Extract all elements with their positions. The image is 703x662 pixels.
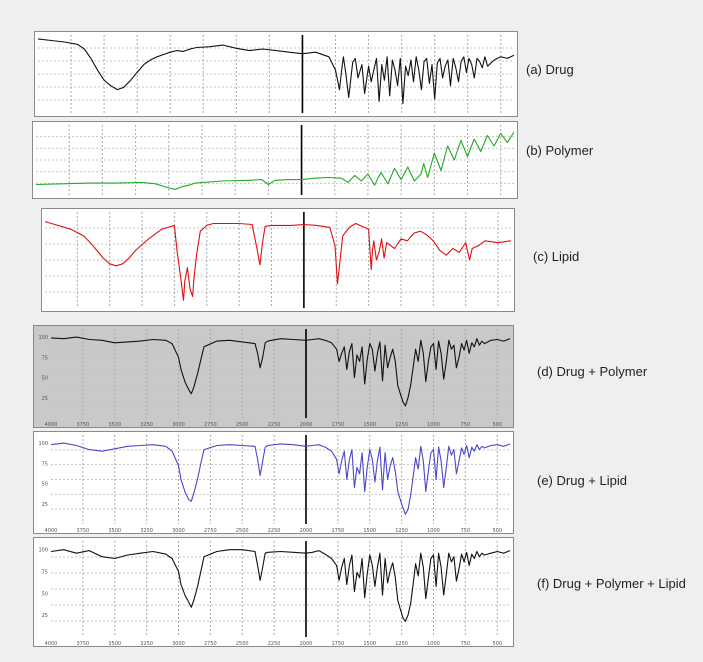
x-tick-label: 2750 <box>204 422 217 428</box>
chart-f-label: (f) Drug + Polymer + Lipid <box>537 576 686 591</box>
chart-a-svg <box>34 31 518 117</box>
x-tick-label: 1250 <box>395 422 408 428</box>
x-tick-label: 2000 <box>300 528 313 534</box>
y-tick-label: 25 <box>42 502 48 508</box>
x-tick-label: 750 <box>461 528 471 534</box>
x-tick-label: 3500 <box>108 528 121 534</box>
x-tick-label: 2000 <box>300 641 313 647</box>
x-tick-label: 3000 <box>172 528 185 534</box>
y-tick-label: 75 <box>42 355 48 361</box>
chart-d-label: (d) Drug + Polymer <box>537 364 648 379</box>
x-tick-label: 1750 <box>332 422 345 428</box>
x-tick-label: 3500 <box>108 422 121 428</box>
x-tick-label: 1500 <box>363 422 376 428</box>
x-tick-label: 1000 <box>427 641 440 647</box>
x-tick-label: 1500 <box>363 641 376 647</box>
x-tick-label: 1500 <box>363 528 376 534</box>
chart-a-label: (a) Drug <box>526 62 574 77</box>
spectrum-line <box>50 549 511 622</box>
spectrum-line <box>50 336 511 407</box>
x-tick-label: 500 <box>492 641 502 647</box>
y-tick-label: 75 <box>42 461 48 467</box>
spectrum-line <box>37 38 515 105</box>
chart-e-svg: 4000 3750 3500 3250 3000 2750 2500 2250 2000 1750… <box>33 431 514 534</box>
chart-b <box>32 121 518 199</box>
chart-b-svg <box>32 121 518 199</box>
x-tick-label: 3250 <box>140 528 153 534</box>
chart-c <box>41 208 515 312</box>
y-tick-label: 100 <box>38 335 48 341</box>
y-tick-label: 100 <box>38 548 48 554</box>
spectrum-line <box>44 221 512 301</box>
y-tick-label: 50 <box>42 482 48 488</box>
x-tick-label: 750 <box>461 422 471 428</box>
x-tick-label: 3750 <box>77 422 90 428</box>
chart-b-label: (b) Polymer <box>526 143 594 158</box>
y-tick-label: 100 <box>38 441 48 447</box>
y-tick-label: 50 <box>42 591 48 597</box>
y-tick-label: 75 <box>42 570 48 576</box>
x-tick-label: 3250 <box>140 641 153 647</box>
x-tick-label: 3000 <box>172 422 185 428</box>
y-tick-label: 50 <box>42 376 48 382</box>
x-tick-label: 2250 <box>268 422 281 428</box>
chart-c-svg <box>41 208 515 312</box>
chart-d: 4000 3750 3500 3250 3000 2750 2500 2250 2000 1750… <box>33 325 514 428</box>
x-tick-label: 2500 <box>236 422 249 428</box>
plot-frame <box>33 537 514 647</box>
x-tick-label: 3250 <box>140 422 153 428</box>
x-tick-label: 4000 <box>45 528 58 534</box>
x-tick-label: 1250 <box>395 641 408 647</box>
x-tick-label: 750 <box>461 641 471 647</box>
x-tick-label: 1750 <box>332 641 345 647</box>
chart-f: 4000 3750 3500 3250 3000 2750 2500 2250 2000 1750… <box>33 537 514 647</box>
chart-f-svg: 4000 3750 3500 3250 3000 2750 2500 2250 2000 1750… <box>33 537 514 647</box>
x-tick-label: 2750 <box>204 641 217 647</box>
x-tick-label: 3750 <box>77 641 90 647</box>
x-tick-label: 4000 <box>45 422 58 428</box>
x-tick-label: 2750 <box>204 528 217 534</box>
x-tick-label: 1750 <box>332 528 345 534</box>
x-tick-label: 500 <box>492 422 502 428</box>
x-tick-label: 2500 <box>236 641 249 647</box>
spectrum-line <box>35 131 515 190</box>
x-tick-label: 3500 <box>108 641 121 647</box>
x-tick-label: 4000 <box>45 641 58 647</box>
y-tick-label: 25 <box>42 396 48 402</box>
y-tick-label: 25 <box>42 613 48 619</box>
x-tick-label: 1250 <box>395 528 408 534</box>
chart-e: 4000 3750 3500 3250 3000 2750 2500 2250 2000 1750… <box>33 431 514 534</box>
x-tick-label: 2000 <box>300 422 313 428</box>
x-tick-label: 2500 <box>236 528 249 534</box>
x-tick-label: 1000 <box>427 422 440 428</box>
x-tick-label: 500 <box>492 528 502 534</box>
x-tick-label: 2250 <box>268 641 281 647</box>
plot-frame <box>33 431 514 534</box>
x-tick-label: 1000 <box>427 528 440 534</box>
chart-c-label: (c) Lipid <box>533 249 580 264</box>
chart-e-label: (e) Drug + Lipid <box>537 473 627 488</box>
spectrum-line <box>50 442 511 515</box>
chart-d-svg: 4000 3750 3500 3250 3000 2750 2500 2250 2000 1750… <box>33 325 514 428</box>
x-tick-label: 3000 <box>172 641 185 647</box>
x-tick-label: 2250 <box>268 528 281 534</box>
chart-a <box>34 31 518 117</box>
x-tick-label: 3750 <box>77 528 90 534</box>
